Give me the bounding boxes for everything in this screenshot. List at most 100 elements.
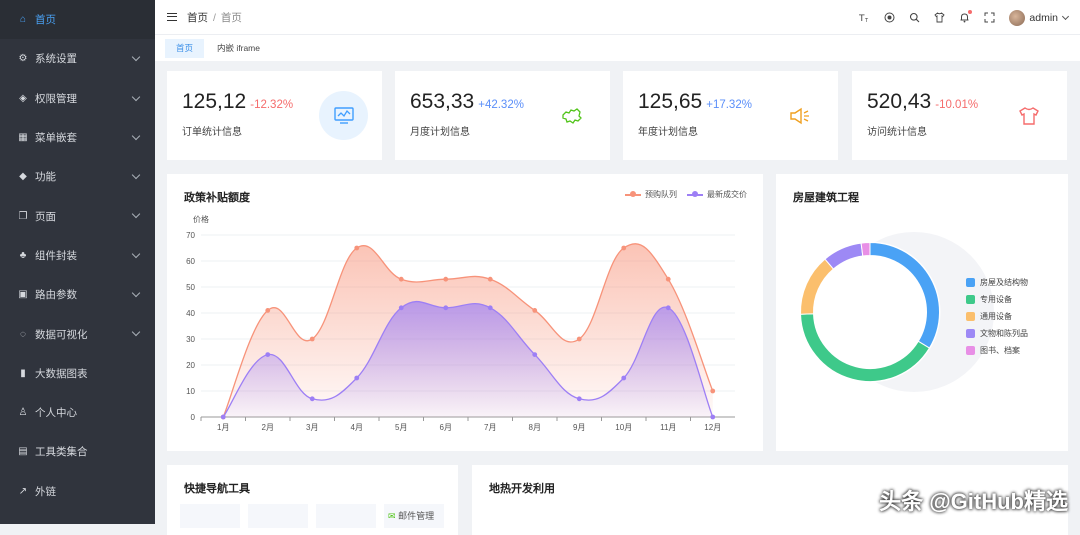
stat-change: -10.01% [935,99,978,111]
sidebar-item[interactable]: ▣ 路由参数 [0,275,155,314]
x-tick-label: 5月 [395,423,407,432]
breadcrumb-current: 首页 [221,12,242,24]
shield-icon: ◈ [17,92,29,104]
sidebar-item[interactable]: ♣组件封装 [0,236,155,275]
menu-toggle-icon[interactable] [167,13,177,21]
legend-swatch [966,312,975,321]
y-tick-label: 30 [186,335,195,344]
breadcrumb-separator: / [213,12,216,24]
nav-tile[interactable] [248,504,308,528]
chevron-down-icon [132,132,140,140]
data-point [532,352,537,357]
shirt-icon [1004,91,1053,140]
chevron-down-icon [132,210,140,218]
svg-text:T: T [864,18,869,23]
donut-legend-item[interactable]: 图书、档案 [966,342,1028,359]
sidebar-item-label: 系统设置 [35,51,77,66]
sidebar-item[interactable]: ⌂首页 [0,0,155,39]
stat-number: 520,43 [867,90,931,113]
nav-tile[interactable] [180,504,240,528]
y-tick-label: 40 [186,309,195,318]
x-tick-label: 7月 [484,423,496,432]
route-icon: ▣ [17,289,29,301]
legend-label: 专用设备 [980,294,1012,305]
breadcrumb-item[interactable]: 首页 [187,12,208,24]
legend-swatch [966,278,975,287]
donut-legend: 房屋及结构物专用设备通用设备文物和陈列品图书、档案 [966,274,1028,359]
data-point [666,305,671,310]
data-point [577,337,582,342]
stat-value: 125,12-12.32% [182,90,293,114]
data-point [221,415,226,420]
sidebar-item[interactable]: ◌数据可视化 [0,314,155,353]
chevron-down-icon [132,92,140,100]
sidebar-item[interactable]: ▮大数据图表 [0,354,155,393]
monitor-icon [319,91,368,140]
chevron-down-icon [132,250,140,258]
data-point [354,376,359,381]
stat-card: 125,12-12.32% 订单统计信息 [167,71,382,160]
sidebar-item[interactable]: ⚙系统设置 [0,39,155,78]
theme-icon[interactable] [933,12,945,24]
fullscreen-icon[interactable] [983,12,995,24]
username[interactable]: admin [1029,12,1058,24]
stat-value: 125,65 +17.32% [638,90,752,114]
sidebar-item[interactable]: ◆ 功能 [0,157,155,196]
stat-change: +42.32% [478,99,524,111]
sidebar-item-label: 功能 [35,169,56,184]
data-point [443,277,448,282]
stat-change: +17.32% [706,99,752,111]
sidebar-item[interactable]: ♙个人中心 [0,393,155,432]
nav-tile-mail[interactable]: ✉ 邮件管理 [384,504,444,528]
stat-number: 125,65 [638,90,702,113]
sidebar-item[interactable]: ↗外链 [0,472,155,511]
chevron-down-icon [132,328,140,336]
stat-number: 125,12 [182,90,246,113]
data-point [265,308,270,313]
sidebar-item[interactable]: ▦菜单嵌套 [0,118,155,157]
github-icon[interactable] [883,12,895,24]
bell-icon[interactable] [958,12,970,24]
sidebar-item-label: 大数据图表 [35,366,88,381]
chevron-down-icon [132,289,140,297]
nav-tile[interactable] [316,504,376,528]
tab-iframe[interactable]: 内嵌 iframe [206,39,271,58]
data-point [710,415,715,420]
sidebar-item[interactable]: ◈权限管理 [0,79,155,118]
data-point [710,389,715,394]
legend-label: 文物和陈列品 [980,328,1028,339]
donut-slice[interactable] [861,243,870,256]
x-tick-label: 6月 [440,423,452,432]
sidebar-item[interactable]: ▤工具类集合 [0,432,155,471]
sidebar-item-label: 菜单嵌套 [35,130,77,145]
geothermal-title: 地热开发利用 [489,480,555,496]
sidebar-item[interactable]: ❐页面 [0,196,155,235]
x-tick-label: 3月 [306,423,318,432]
avatar[interactable] [1009,10,1025,26]
stat-card: 653,33+42.32% 月度计划信息 [395,71,610,160]
y-tick-label: 50 [186,283,195,292]
tab-home[interactable]: 首页 [165,39,204,58]
cube-icon: ◆ [17,171,29,183]
search-icon[interactable] [908,12,920,24]
sidebar: ⌂首页⚙系统设置◈权限管理▦菜单嵌套 ◆ 功能 ❐页面♣组件封装 ▣ 路由参数 ◌数据可视化… [0,0,155,524]
data-point [666,277,671,282]
quick-nav-card: 快捷导航工具 ✉ 邮件管理 [167,465,458,535]
donut-legend-item[interactable]: 专用设备 [966,291,1028,308]
sidebar-item-label: 工具类集合 [35,444,88,459]
y-tick-label: 60 [186,257,195,266]
components-icon: ♣ [17,249,29,261]
sidebar-item-label: 首页 [35,12,56,27]
chevron-down-icon[interactable] [1062,12,1069,19]
sidebar-item-label: 页面 [35,209,56,224]
sidebar-item-label: 路由参数 [35,287,77,302]
donut-legend-item[interactable]: 通用设备 [966,308,1028,325]
x-tick-label: 1月 [217,423,229,432]
donut-legend-item[interactable]: 文物和陈列品 [966,325,1028,342]
donut-legend-item[interactable]: 房屋及结构物 [966,274,1028,291]
chat-icon: ◌ [17,328,29,340]
